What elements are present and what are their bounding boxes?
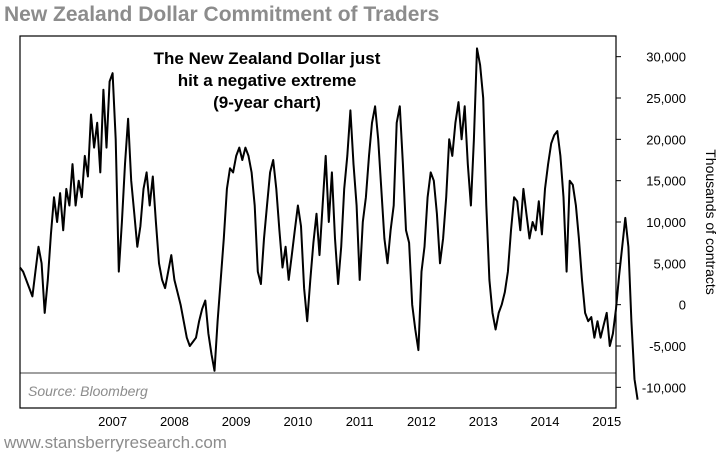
x-tick-label: 2007 bbox=[98, 414, 127, 429]
y-tick-label: 5,000 bbox=[653, 256, 686, 271]
annotation-line-2: hit a negative extreme bbox=[178, 71, 357, 90]
x-axis: 2007 2008 2009 2010 2011 2012 2013 2014 2015 bbox=[98, 414, 621, 429]
y-tick-label: -5,000 bbox=[649, 339, 686, 354]
x-tick-label: 2014 bbox=[531, 414, 560, 429]
series-line bbox=[19, 47, 639, 400]
y-tick-label: 25,000 bbox=[646, 91, 686, 106]
y-axis: 30,000 25,000 20,000 15,000 10,000 5,000 0 -5,0… bbox=[616, 50, 686, 395]
source-note: Source: Bloomberg bbox=[28, 383, 148, 399]
chart-title: New Zealand Dollar Commitment of Traders bbox=[4, 3, 440, 26]
y-tick-label: 0 bbox=[679, 298, 686, 313]
y-tick-label: -10,000 bbox=[642, 380, 686, 395]
annotation-line-1: The New Zealand Dollar just bbox=[154, 49, 381, 68]
x-tick-label: 2010 bbox=[283, 414, 312, 429]
footer-url: www.stansberryresearch.com bbox=[4, 433, 227, 452]
y-tick-label: 15,000 bbox=[646, 174, 686, 189]
x-tick-label: 2012 bbox=[407, 414, 436, 429]
annotation-line-3: (9-year chart) bbox=[213, 93, 321, 112]
y-tick-label: 10,000 bbox=[646, 215, 686, 230]
x-tick-label: 2009 bbox=[222, 414, 251, 429]
x-tick-label: 2013 bbox=[469, 414, 498, 429]
y-axis-label: Thousands of contracts bbox=[703, 149, 719, 295]
x-tick-label: 2015 bbox=[592, 414, 621, 429]
x-tick-label: 2011 bbox=[346, 414, 374, 429]
y-tick-label: 30,000 bbox=[646, 50, 686, 65]
y-tick-label: 20,000 bbox=[646, 132, 686, 147]
x-tick-label: 2008 bbox=[160, 414, 189, 429]
